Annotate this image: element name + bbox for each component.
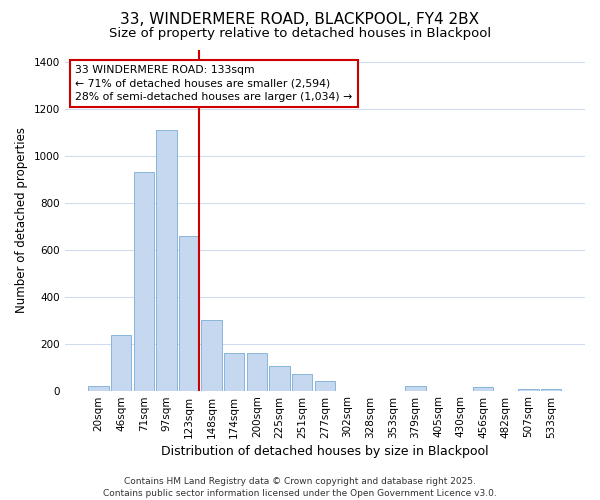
Bar: [473, 387, 493, 390]
Bar: [247, 353, 267, 391]
Bar: [134, 172, 154, 390]
Text: 33, WINDERMERE ROAD, BLACKPOOL, FY4 2BX: 33, WINDERMERE ROAD, BLACKPOOL, FY4 2BX: [121, 12, 479, 28]
Bar: [224, 353, 244, 391]
Bar: [156, 130, 176, 390]
Bar: [202, 320, 222, 390]
Bar: [292, 374, 313, 390]
Text: 33 WINDERMERE ROAD: 133sqm
← 71% of detached houses are smaller (2,594)
28% of s: 33 WINDERMERE ROAD: 133sqm ← 71% of deta…: [75, 66, 352, 102]
Bar: [111, 336, 131, 390]
Bar: [269, 366, 290, 390]
Bar: [179, 236, 199, 390]
Bar: [405, 386, 425, 390]
X-axis label: Distribution of detached houses by size in Blackpool: Distribution of detached houses by size …: [161, 444, 488, 458]
Y-axis label: Number of detached properties: Number of detached properties: [15, 128, 28, 314]
Bar: [88, 386, 109, 390]
Text: Contains HM Land Registry data © Crown copyright and database right 2025.
Contai: Contains HM Land Registry data © Crown c…: [103, 476, 497, 498]
Bar: [314, 381, 335, 390]
Text: Size of property relative to detached houses in Blackpool: Size of property relative to detached ho…: [109, 28, 491, 40]
